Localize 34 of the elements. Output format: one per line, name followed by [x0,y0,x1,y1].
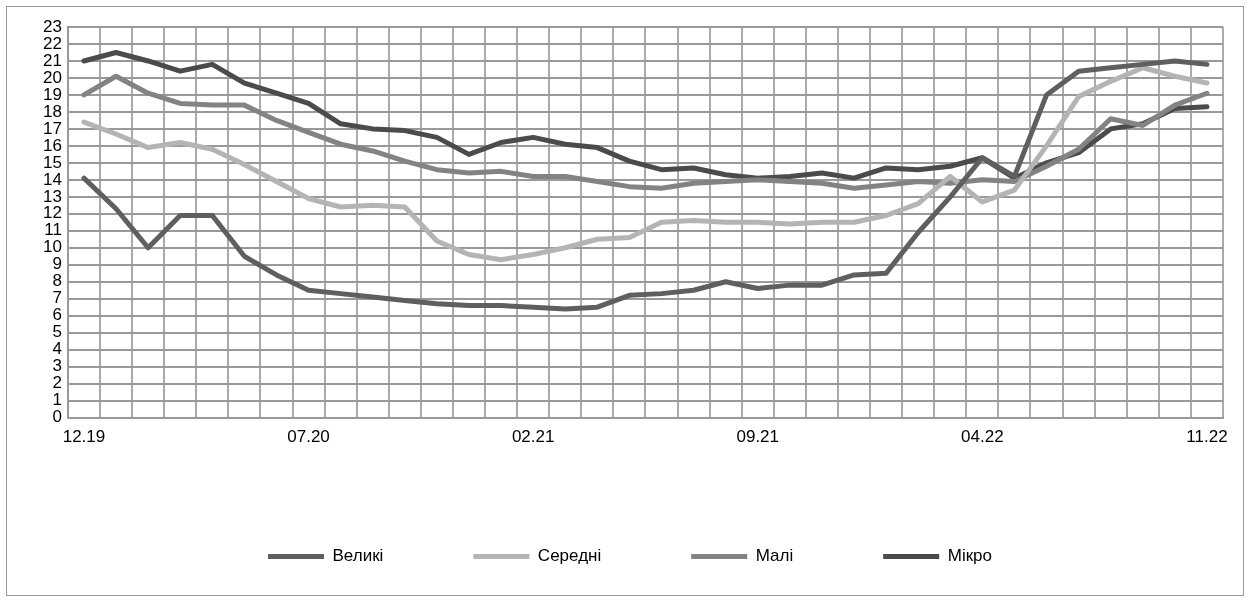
y-tick-label: 3 [52,356,62,376]
x-tick-label: 11.22 [1186,427,1228,447]
y-tick-label: 5 [52,322,62,342]
y-tick-label: 7 [52,288,62,308]
y-tick-label: 18 [42,101,62,121]
y-tick-label: 20 [42,67,62,87]
x-tick-label: 09.21 [736,427,780,447]
x-tick-label: 04.22 [961,427,1004,447]
legend-label: Малі [755,546,794,566]
y-tick-label: 9 [52,254,62,274]
y-tick-label: 10 [42,237,62,257]
legend-label: Великі [332,546,384,566]
y-tick-label: 1 [52,390,62,410]
x-tick-label: 12.19 [62,427,106,447]
legend-label: Мікро [947,546,993,566]
y-tick-label: 19 [42,84,62,104]
y-tick-label: 12 [42,203,62,223]
y-tick-label: 23 [42,16,62,36]
y-tick-label: 0 [52,407,62,427]
y-tick-label: 21 [42,50,62,70]
y-tick-label: 6 [52,305,62,325]
y-tick-label: 4 [52,339,62,359]
y-tick-label: 8 [52,271,62,291]
y-tick-label: 11 [44,220,62,240]
y-tick-label: 13 [42,186,62,206]
y-tick-label: 14 [42,169,62,189]
y-tick-label: 17 [42,118,62,138]
x-tick-label: 07.20 [287,427,330,447]
y-tick-label: 22 [42,33,62,53]
legend-label: Середні [537,546,602,566]
y-tick-label: 2 [52,373,62,393]
y-tick-label: 16 [42,135,62,155]
x-tick-label: 02.21 [511,427,555,447]
y-tick-label: 15 [42,152,62,172]
